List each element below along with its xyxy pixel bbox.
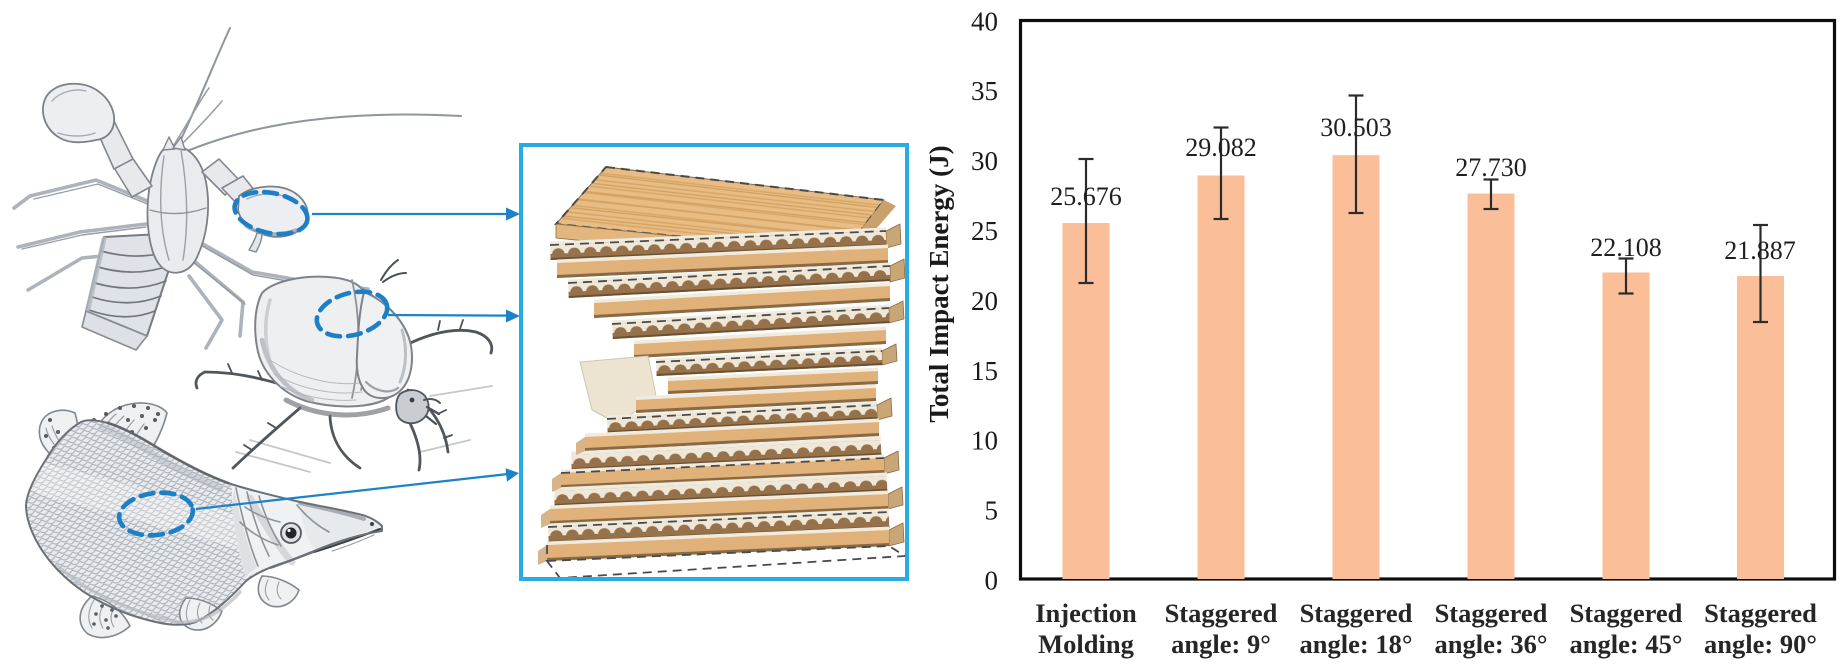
svg-text:25.676: 25.676 <box>1050 182 1122 211</box>
svg-text:30.503: 30.503 <box>1320 113 1392 142</box>
svg-text:29.082: 29.082 <box>1185 133 1257 162</box>
svg-text:40: 40 <box>971 6 998 36</box>
svg-text:angle: 36°: angle: 36° <box>1435 629 1548 659</box>
svg-text:Total Impact Energy (J): Total Impact Energy (J) <box>924 145 954 422</box>
svg-text:angle: 9°: angle: 9° <box>1171 629 1271 659</box>
svg-text:5: 5 <box>985 496 999 526</box>
svg-text:25: 25 <box>971 216 998 246</box>
svg-text:angle: 18°: angle: 18° <box>1300 629 1413 659</box>
svg-text:angle: 45°: angle: 45° <box>1570 629 1683 659</box>
svg-text:Molding: Molding <box>1038 629 1134 659</box>
svg-text:Staggered: Staggered <box>1165 598 1278 628</box>
svg-text:Staggered: Staggered <box>1435 598 1548 628</box>
svg-text:Staggered: Staggered <box>1570 598 1683 628</box>
svg-text:20: 20 <box>971 286 998 316</box>
svg-text:10: 10 <box>971 426 998 456</box>
svg-text:27.730: 27.730 <box>1455 153 1527 182</box>
svg-text:15: 15 <box>971 356 998 386</box>
svg-text:angle: 90°: angle: 90° <box>1704 629 1817 659</box>
svg-text:35: 35 <box>971 76 998 106</box>
svg-text:22.108: 22.108 <box>1590 233 1662 262</box>
svg-text:0: 0 <box>985 566 999 596</box>
svg-text:21.887: 21.887 <box>1724 236 1796 265</box>
svg-text:Staggered: Staggered <box>1300 598 1413 628</box>
svg-text:Staggered: Staggered <box>1704 598 1817 628</box>
svg-text:Injection: Injection <box>1035 598 1137 628</box>
svg-text:30: 30 <box>971 146 998 176</box>
